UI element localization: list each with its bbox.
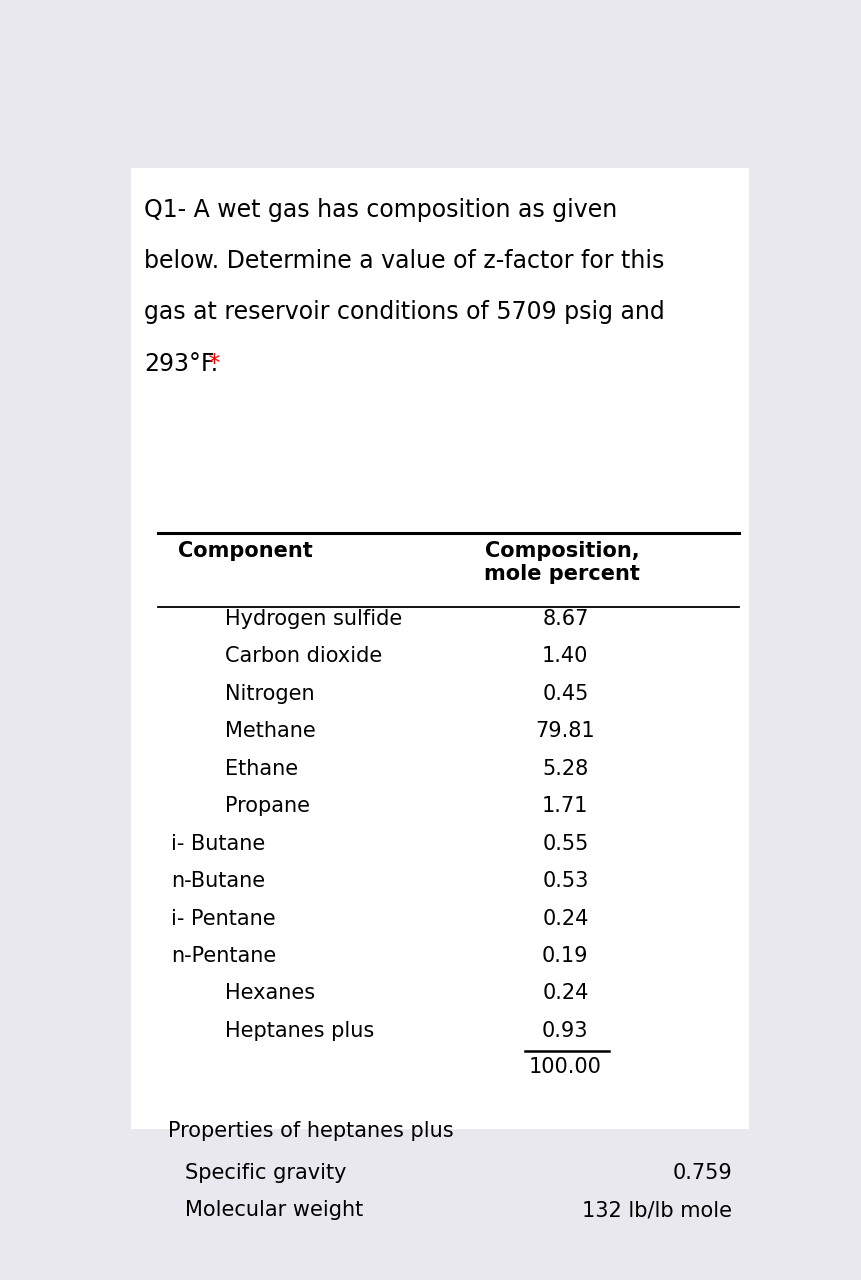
Text: 5.28: 5.28 <box>542 759 588 778</box>
Text: Carbon dioxide: Carbon dioxide <box>225 646 381 667</box>
Text: Molecular weight: Molecular weight <box>184 1201 362 1220</box>
Text: 1.40: 1.40 <box>542 646 588 667</box>
Text: Component: Component <box>177 541 313 561</box>
Text: Propane: Propane <box>225 796 309 817</box>
Text: n-Pentane: n-Pentane <box>171 946 276 966</box>
Text: 79.81: 79.81 <box>535 722 594 741</box>
Text: 1.71: 1.71 <box>542 796 588 817</box>
Text: i- Pentane: i- Pentane <box>171 909 276 928</box>
Text: *: * <box>201 352 220 376</box>
Text: 0.55: 0.55 <box>542 833 588 854</box>
Text: 100.00: 100.00 <box>529 1057 601 1078</box>
Text: 0.45: 0.45 <box>542 684 588 704</box>
Text: Ethane: Ethane <box>225 759 297 778</box>
Text: Hexanes: Hexanes <box>225 983 314 1004</box>
Text: Specific gravity: Specific gravity <box>184 1162 345 1183</box>
Text: Q1- A wet gas has composition as given: Q1- A wet gas has composition as given <box>145 198 617 221</box>
Text: i- Butane: i- Butane <box>171 833 265 854</box>
Text: below. Determine a value of z-factor for this: below. Determine a value of z-factor for… <box>145 250 664 273</box>
Text: n-Butane: n-Butane <box>171 872 265 891</box>
Text: 0.24: 0.24 <box>542 909 588 928</box>
Text: 8.67: 8.67 <box>542 609 588 628</box>
Text: 132 lb/lb mole: 132 lb/lb mole <box>582 1201 732 1220</box>
Text: Nitrogen: Nitrogen <box>225 684 314 704</box>
Text: Composition,
mole percent: Composition, mole percent <box>484 541 639 584</box>
FancyBboxPatch shape <box>131 169 748 1129</box>
Text: Properties of heptanes plus: Properties of heptanes plus <box>168 1121 453 1142</box>
Text: 0.93: 0.93 <box>542 1021 588 1041</box>
Text: 293°F.: 293°F. <box>145 352 219 376</box>
Text: Heptanes plus: Heptanes plus <box>225 1021 374 1041</box>
Text: 0.19: 0.19 <box>542 946 588 966</box>
Text: gas at reservoir conditions of 5709 psig and: gas at reservoir conditions of 5709 psig… <box>145 301 665 324</box>
Text: 0.759: 0.759 <box>672 1162 732 1183</box>
Text: 0.53: 0.53 <box>542 872 588 891</box>
Text: 0.24: 0.24 <box>542 983 588 1004</box>
Text: Hydrogen sulfide: Hydrogen sulfide <box>225 609 401 628</box>
Text: Methane: Methane <box>225 722 315 741</box>
